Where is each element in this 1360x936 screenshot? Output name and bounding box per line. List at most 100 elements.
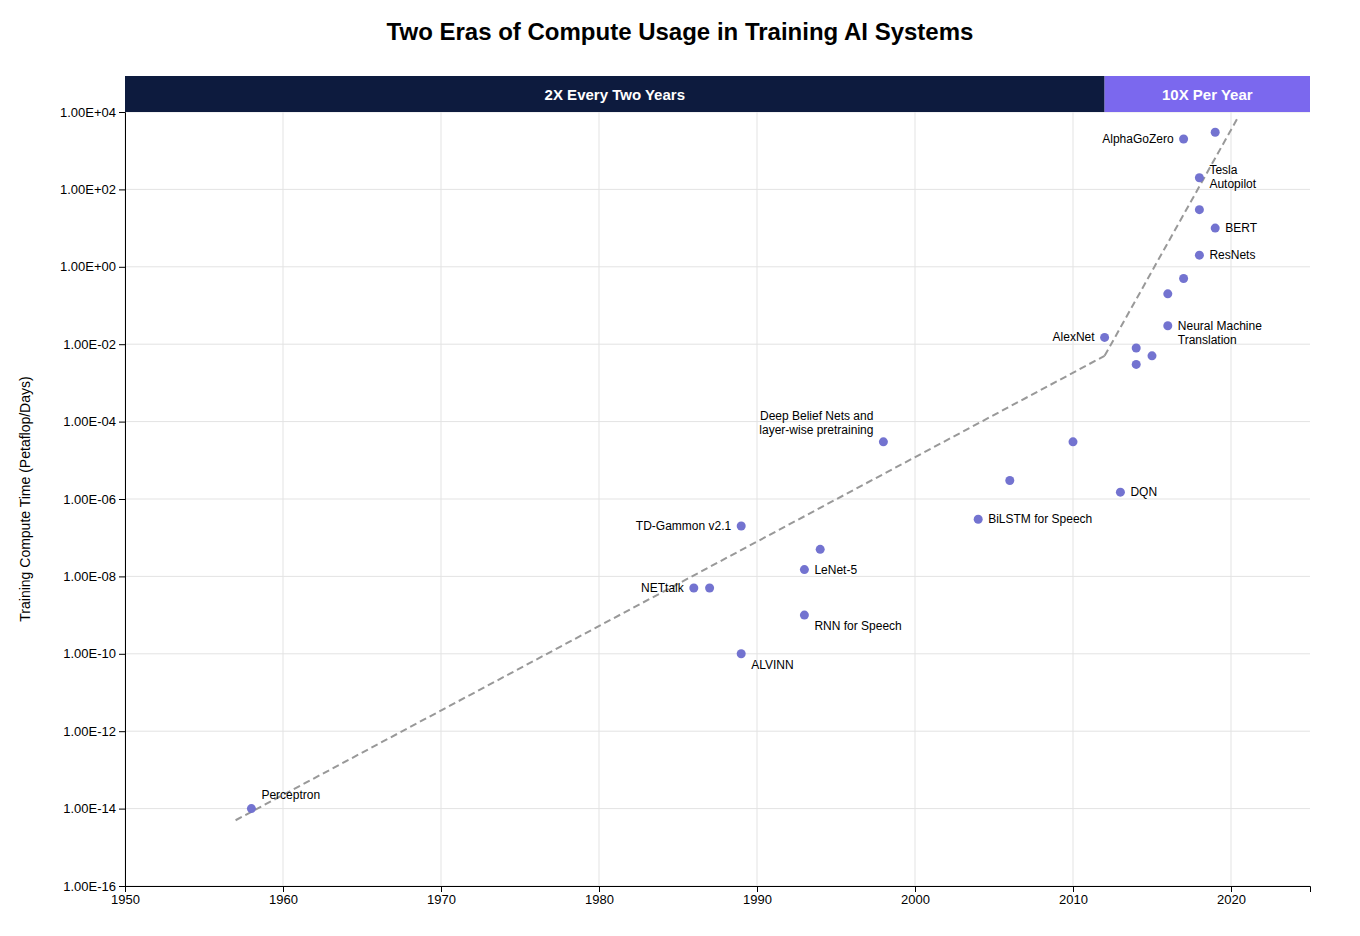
point-label-line: RNN for Speech — [814, 619, 901, 633]
y-tick-mark — [119, 112, 125, 113]
point — [1132, 343, 1141, 352]
x-grid-line — [1073, 112, 1074, 886]
point-label-line: BERT — [1225, 221, 1257, 235]
y-tick-label: 1.00E-08 — [63, 569, 116, 584]
point — [737, 522, 746, 531]
point-label: Neural MachineTranslation — [1178, 319, 1262, 347]
point — [1069, 437, 1078, 446]
y-axis-title: Training Compute Time (Petaflop/Days) — [17, 376, 33, 621]
y-grid-line — [125, 344, 1310, 345]
point — [1195, 205, 1204, 214]
point-label: LeNet-5 — [814, 563, 857, 577]
y-axis-line — [119, 113, 126, 887]
point-label-line: LeNet-5 — [814, 563, 857, 577]
point — [800, 565, 809, 574]
y-tick-label: 1.00E-16 — [63, 879, 116, 894]
point — [816, 545, 825, 554]
x-tick-label: 1960 — [269, 892, 298, 907]
point — [1132, 360, 1141, 369]
point — [800, 611, 809, 620]
point-label: TD-Gammon v2.1 — [636, 519, 732, 533]
era-label: 10X Per Year — [1162, 86, 1253, 103]
trend-line — [236, 356, 1105, 820]
point-label: RNN for Speech — [814, 619, 901, 633]
point — [1195, 173, 1204, 182]
y-grid-line — [125, 653, 1310, 654]
x-tick: 2000 — [901, 886, 930, 907]
y-tick-mark — [119, 576, 125, 577]
y-tick-mark — [119, 422, 125, 423]
x-tick-mark — [283, 886, 284, 892]
x-tick-label: 2000 — [901, 892, 930, 907]
point — [1163, 321, 1172, 330]
title: Two Eras of Compute Usage in Training AI… — [387, 18, 974, 45]
point-label-line: AlexNet — [1053, 330, 1096, 344]
y-tick: 1.00E+04 — [60, 105, 125, 120]
x-tick-mark — [599, 886, 600, 892]
x-grid-line — [599, 112, 600, 886]
y-grid-line — [125, 731, 1310, 732]
x-grid-line — [283, 112, 284, 886]
x-tick-mark — [757, 886, 758, 892]
point-label: NETtalk — [641, 581, 685, 595]
y-axis: 1.00E-161.00E-141.00E-121.00E-101.00E-08… — [60, 105, 126, 894]
x-tick-label: 1950 — [111, 892, 140, 907]
point-label-line: AlphaGoZero — [1102, 132, 1174, 146]
grid — [125, 112, 1310, 886]
y-tick-mark — [119, 189, 125, 190]
x-tick: 1990 — [743, 886, 772, 907]
y-grid-line — [125, 421, 1310, 422]
point — [1195, 251, 1204, 260]
y-grid-line — [125, 189, 1310, 190]
y-tick-mark — [119, 809, 125, 810]
point — [1179, 274, 1188, 283]
y-tick: 1.00E-14 — [63, 801, 125, 816]
y-tick: 1.00E-08 — [63, 569, 125, 584]
x-grid-line — [757, 112, 758, 886]
point — [1100, 333, 1109, 342]
x-tick-label: 2020 — [1217, 892, 1246, 907]
era-banner — [1105, 76, 1310, 112]
x-axis-line — [126, 887, 1311, 893]
point — [737, 649, 746, 658]
x-tick-label: 1980 — [585, 892, 614, 907]
y-tick: 1.00E-16 — [63, 879, 125, 894]
y-grid-line — [125, 266, 1310, 267]
x-tick: 1960 — [269, 886, 298, 907]
point-label-line: ResNets — [1209, 248, 1255, 262]
x-tick: 1970 — [427, 886, 456, 907]
x-tick-mark — [441, 886, 442, 892]
point-label-line: Tesla — [1209, 163, 1237, 177]
point — [247, 804, 256, 813]
y-tick: 1.00E+02 — [60, 182, 125, 197]
x-grid-line — [441, 112, 442, 886]
x-tick-mark — [1073, 886, 1074, 892]
y-tick-mark — [119, 886, 125, 887]
x-tick: 2010 — [1059, 886, 1088, 907]
point — [1148, 351, 1157, 360]
chart: 1950 1960 1970 1980 1990 2000 2010 2020 1.00E-16… — [0, 0, 1360, 936]
y-tick-label: 1.00E-14 — [63, 801, 116, 816]
y-tick-label: 1.00E-02 — [63, 337, 116, 352]
point — [1163, 289, 1172, 298]
plot-area — [236, 116, 1239, 821]
x-tick-mark — [1231, 886, 1232, 892]
y-tick: 1.00E+00 — [60, 259, 125, 274]
era-label: 2X Every Two Years — [545, 86, 685, 103]
point — [1005, 476, 1014, 485]
y-grid-line — [125, 808, 1310, 809]
y-tick-mark — [119, 731, 125, 732]
y-tick-mark — [119, 654, 125, 655]
y-tick-label: 1.00E-12 — [63, 724, 116, 739]
x-tick-mark — [915, 886, 916, 892]
y-tick: 1.00E-12 — [63, 724, 125, 739]
point-label-line: Perceptron — [261, 788, 320, 802]
y-tick-label: 1.00E-04 — [63, 414, 116, 429]
x-tick: 2020 — [1217, 886, 1246, 907]
point — [705, 584, 714, 593]
point-label: ALVINN — [751, 658, 793, 672]
point-label-line: Neural Machine — [1178, 319, 1262, 333]
point — [1116, 488, 1125, 497]
point-label: BiLSTM for Speech — [988, 512, 1092, 526]
point-label: DQN — [1130, 485, 1157, 499]
